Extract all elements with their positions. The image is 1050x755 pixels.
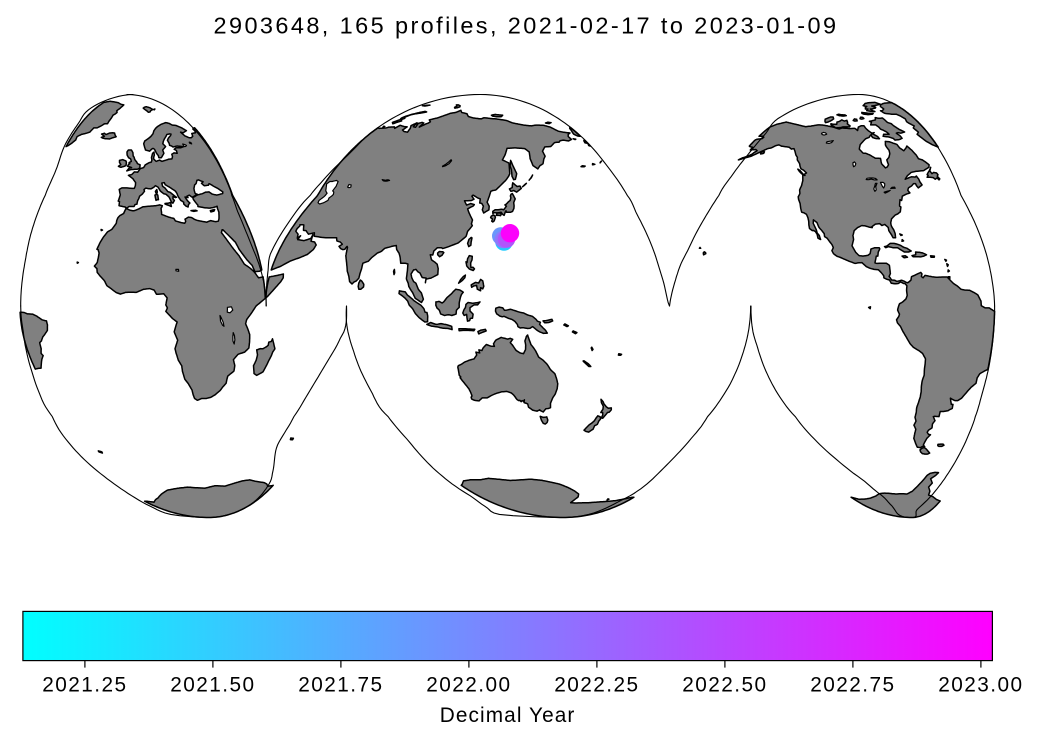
svg-text:2021.75: 2021.75 [298,673,383,696]
svg-text:Decimal Year: Decimal Year [440,704,576,727]
svg-text:2021.25: 2021.25 [42,673,127,696]
svg-text:2022.50: 2022.50 [682,673,767,696]
svg-text:2022.00: 2022.00 [426,673,511,696]
svg-text:2022.75: 2022.75 [810,673,895,696]
svg-text:2023.00: 2023.00 [938,673,1023,696]
svg-text:2022.25: 2022.25 [554,673,639,696]
svg-text:2903648, 165 profiles, 2021-02: 2903648, 165 profiles, 2021-02-17 to 202… [214,13,839,39]
svg-text:2021.50: 2021.50 [170,673,255,696]
